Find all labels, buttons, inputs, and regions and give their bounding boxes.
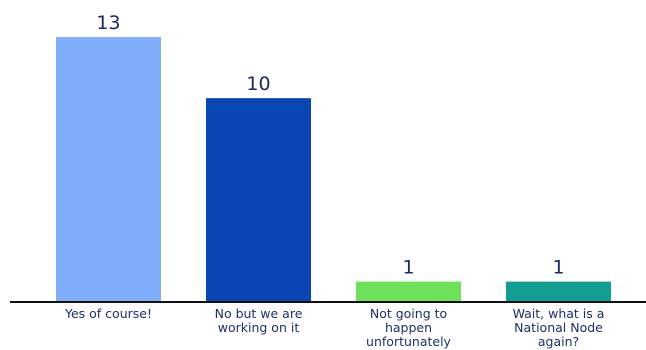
category-label-no-but-we-are-working-on-it: No but we are working on it [215, 306, 303, 335]
category-label-line: Yes of course! [64, 306, 152, 321]
category-label-wait-what-is-a-national-node-again: Wait, what is a National Node again? [513, 306, 605, 349]
category-label-line: National Node [514, 320, 603, 335]
category-label-line: Wait, what is a [513, 306, 605, 321]
category-label-not-going-to-happen-unfortunately: Not going to happen unfortunately [366, 306, 452, 349]
category-labels-group: Yes of course! No but we are working on it… [64, 306, 604, 349]
category-label-line: happen [385, 320, 432, 335]
value-labels-group: 13 10 1 1 [96, 12, 564, 279]
category-label-line: unfortunately [366, 334, 452, 349]
category-label-line: No but we are [215, 306, 303, 321]
category-label-line: again? [538, 334, 579, 349]
value-label-no-but-we-are-working-on-it: 10 [246, 73, 270, 95]
bar-no-but-we-are-working-on-it [206, 98, 311, 303]
category-label-yes-of-course: Yes of course! [64, 306, 152, 321]
bar-wait-what-is-a-national-node-again [506, 281, 611, 302]
value-label-yes-of-course: 13 [96, 12, 120, 34]
value-label-wait-what-is-a-national-node-again: 1 [552, 257, 564, 279]
bars-group [56, 37, 611, 303]
category-label-line: working on it [218, 320, 300, 335]
bar-not-going-to-happen-unfortunately [356, 281, 461, 302]
value-label-not-going-to-happen-unfortunately: 1 [402, 257, 414, 279]
bar-yes-of-course [56, 37, 161, 302]
category-label-line: Not going to [370, 306, 447, 321]
